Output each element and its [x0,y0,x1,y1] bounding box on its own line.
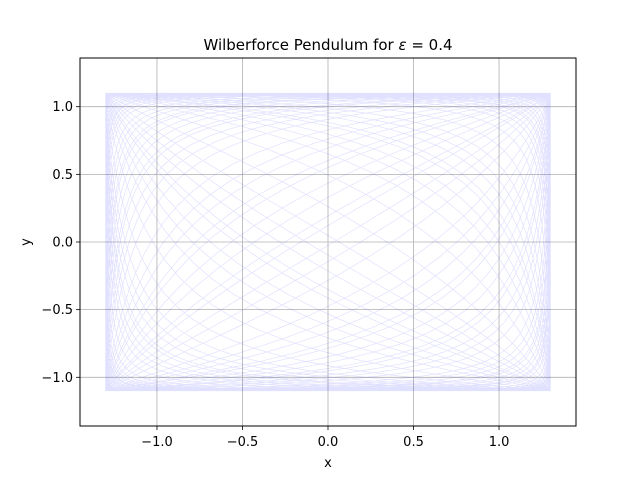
trajectory-line [105,92,551,392]
x-tick-label: 0.0 [318,435,339,450]
x-tick-label: 0.5 [403,435,424,450]
y-tick-label: −0.5 [41,303,73,318]
y-tick-label: 1.0 [52,100,73,115]
x-axis: −1.0 −0.5 0.0 0.5 1.0 [141,426,509,450]
x-axis-label: x [324,456,332,471]
y-tick-label: 0.5 [52,168,73,183]
chart-title: Wilberforce Pendulum for ε = 0.4 [203,36,452,54]
trajectory-series [105,92,551,392]
x-tick-label: −1.0 [141,435,173,450]
y-axis: −1.0 −0.5 0.0 0.5 1.0 [41,100,80,386]
x-tick-label: 1.0 [489,435,510,450]
y-tick-label: 0.0 [52,236,73,251]
x-tick-label: −0.5 [227,435,259,450]
y-tick-label: −1.0 [41,371,73,386]
y-axis-label: y [19,238,34,246]
grid-lines [80,58,576,426]
